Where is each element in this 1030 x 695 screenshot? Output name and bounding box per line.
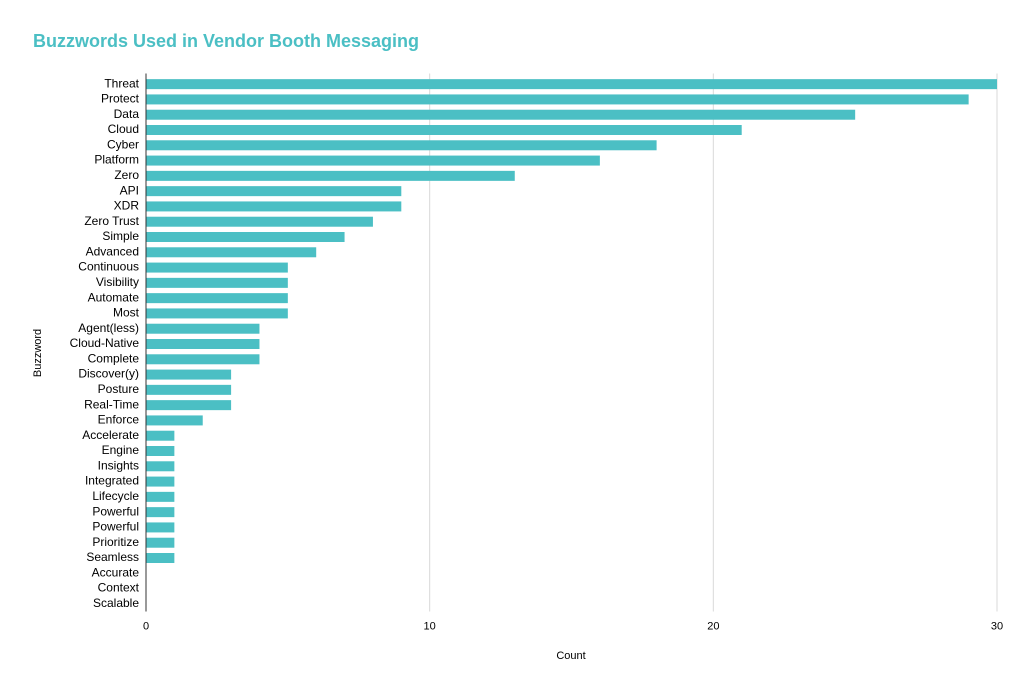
y-tick-label: Scalable bbox=[93, 596, 139, 610]
y-tick-label: Insights bbox=[98, 458, 139, 472]
y-tick-label: Most bbox=[113, 306, 140, 320]
y-tick-label: Complete bbox=[88, 351, 140, 365]
bar bbox=[146, 109, 856, 120]
y-tick-label: Accelerate bbox=[82, 428, 139, 442]
bar bbox=[146, 262, 288, 273]
x-tick-label: 10 bbox=[424, 620, 436, 632]
y-tick-label: Context bbox=[98, 581, 140, 595]
y-tick-label: Agent(less) bbox=[78, 321, 139, 335]
x-tick-label: 30 bbox=[991, 620, 1003, 632]
y-tick-label: Powerful bbox=[92, 520, 139, 534]
y-tick-label: Data bbox=[114, 107, 140, 121]
bar bbox=[146, 369, 232, 380]
bar bbox=[146, 247, 317, 258]
bar bbox=[146, 186, 402, 197]
bar bbox=[146, 491, 175, 502]
bar bbox=[146, 430, 175, 441]
bar bbox=[146, 79, 997, 90]
y-tick-label: Integrated bbox=[85, 474, 139, 488]
y-tick-label: Platform bbox=[94, 153, 139, 167]
y-tick-label: Simple bbox=[102, 229, 139, 243]
bar bbox=[146, 476, 175, 487]
chart-title: Buzzwords Used in Vendor Booth Messaging bbox=[33, 31, 419, 51]
y-tick-label: Posture bbox=[98, 382, 140, 396]
y-tick-label: Enforce bbox=[98, 413, 140, 427]
bar bbox=[146, 308, 288, 319]
y-tick-label: Seamless bbox=[86, 550, 139, 564]
y-tick-label: Automate bbox=[88, 290, 140, 304]
y-tick-label: Protect bbox=[101, 92, 140, 106]
bar bbox=[146, 216, 373, 227]
y-tick-label: Accurate bbox=[92, 565, 140, 579]
bar bbox=[146, 461, 175, 472]
y-tick-label: Visibility bbox=[96, 275, 139, 289]
bar bbox=[146, 155, 600, 166]
bar bbox=[146, 522, 175, 533]
bar bbox=[146, 232, 345, 242]
bar bbox=[146, 140, 657, 151]
bar bbox=[146, 446, 175, 456]
bar bbox=[146, 277, 288, 288]
y-tick-label: Real-Time bbox=[84, 397, 139, 411]
bar bbox=[146, 553, 175, 563]
bar bbox=[146, 201, 402, 212]
bar bbox=[146, 170, 515, 181]
y-tick-label: Advanced bbox=[86, 244, 139, 258]
y-tick-label: Cloud bbox=[108, 122, 139, 136]
bar bbox=[146, 400, 232, 411]
y-tick-label: Threat bbox=[104, 76, 139, 90]
x-axis-label: Count bbox=[556, 650, 585, 662]
y-tick-label: Cloud-Native bbox=[70, 336, 140, 350]
y-tick-label: Powerful bbox=[92, 504, 139, 518]
bar bbox=[146, 415, 203, 426]
y-tick-label: Discover(y) bbox=[78, 367, 139, 381]
y-tick-label: Zero bbox=[114, 168, 139, 182]
bar bbox=[146, 125, 742, 135]
bar bbox=[146, 507, 175, 518]
x-tick-label: 20 bbox=[707, 620, 719, 632]
y-tick-label: API bbox=[120, 183, 139, 197]
bar bbox=[146, 323, 260, 334]
bar bbox=[146, 354, 260, 365]
y-tick-label: Continuous bbox=[78, 260, 139, 274]
bar bbox=[146, 339, 260, 349]
y-tick-label: Lifecycle bbox=[92, 489, 139, 503]
bar bbox=[146, 384, 232, 395]
y-tick-label: Prioritize bbox=[92, 535, 139, 549]
bar bbox=[146, 94, 969, 105]
y-axis-label: Buzzword bbox=[32, 329, 44, 377]
y-tick-label: Zero Trust bbox=[84, 214, 139, 228]
y-tick-label: XDR bbox=[114, 199, 140, 213]
y-tick-label: Cyber bbox=[107, 137, 139, 151]
bar bbox=[146, 293, 288, 304]
bar bbox=[146, 537, 175, 548]
y-tick-label: Engine bbox=[102, 443, 140, 457]
x-tick-label: 0 bbox=[143, 620, 149, 632]
